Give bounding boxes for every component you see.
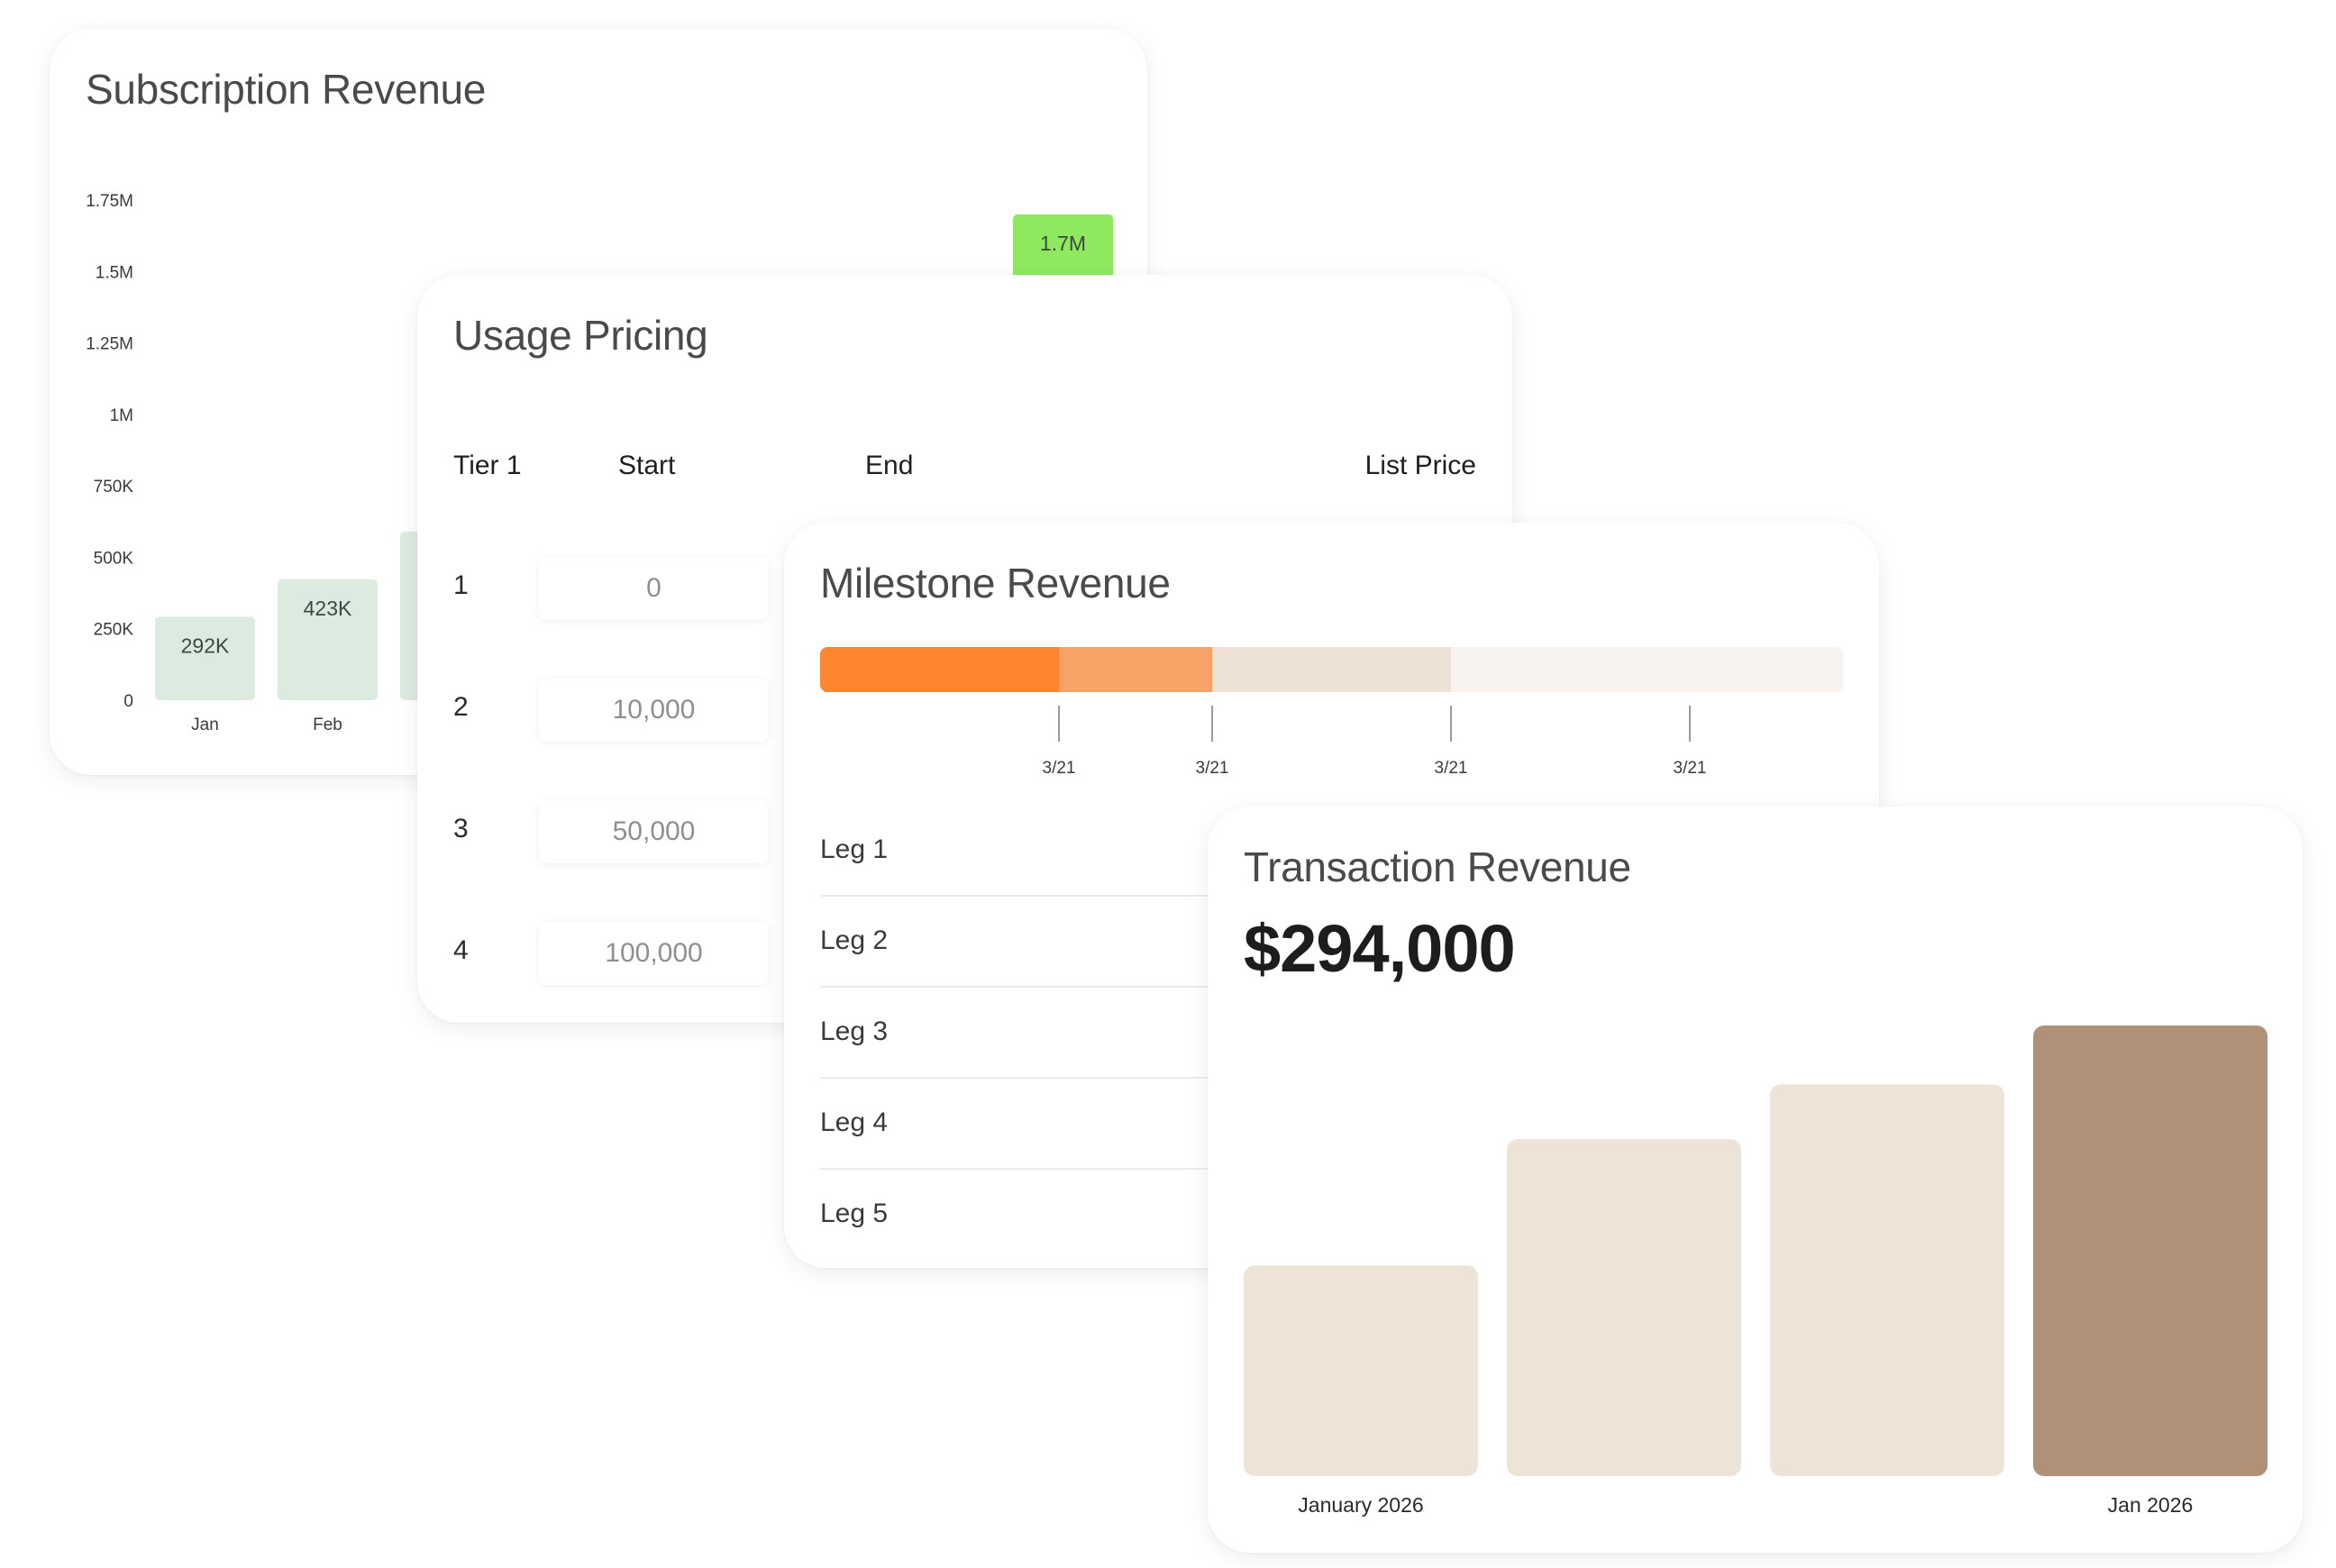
tier-start-input[interactable]: 0 xyxy=(539,557,769,620)
tier-start-input[interactable]: 10,000 xyxy=(539,679,769,742)
leg-label: Leg 5 xyxy=(820,1198,889,1228)
milestone-tick xyxy=(1689,706,1691,742)
milestone-progress-segment xyxy=(1451,647,1690,692)
header-tier: Tier 1 xyxy=(453,451,522,480)
y-axis-tick-label: 250K xyxy=(94,621,134,640)
x-axis-tick-label: Jan 2026 xyxy=(2108,1493,2194,1517)
tier-start-input[interactable]: 100,000 xyxy=(539,922,769,985)
x-axis-tick-label: Feb xyxy=(313,716,342,734)
milestone-tick xyxy=(1211,706,1213,742)
header-end: End xyxy=(865,451,914,480)
x-axis-tick-label: Jan xyxy=(191,716,219,734)
tier-number: 3 xyxy=(453,814,469,843)
milestone-tick-label: 3/21 xyxy=(1195,759,1229,778)
y-axis-tick-label: 1.25M xyxy=(86,335,133,354)
y-axis-tick-label: 1.75M xyxy=(86,192,133,211)
x-axis-tick-label: January 2026 xyxy=(1298,1493,1423,1517)
bar xyxy=(1244,1265,1478,1476)
milestone-progress-segment xyxy=(1059,647,1212,692)
transaction-revenue-card: Transaction Revenue $294,000 January 202… xyxy=(1208,807,2303,1553)
bar xyxy=(1770,1084,2004,1476)
milestone-progress-segment xyxy=(1690,647,1843,692)
leg-label: Leg 2 xyxy=(820,925,889,955)
bar xyxy=(1507,1139,1741,1476)
milestone-tick-label: 3/21 xyxy=(1042,759,1076,778)
transaction-total: $294,000 xyxy=(1244,911,1516,986)
y-axis-tick-label: 0 xyxy=(123,692,133,711)
milestone-tick-label: 3/21 xyxy=(1434,759,1468,778)
milestone-progress-segment xyxy=(1212,647,1451,692)
y-axis-tick-label: 750K xyxy=(94,478,134,497)
y-axis-tick-label: 500K xyxy=(94,549,134,568)
y-axis-tick-label: 1.5M xyxy=(96,263,133,282)
milestone-tick xyxy=(1058,706,1060,742)
milestone-tick-label: 3/21 xyxy=(1673,759,1707,778)
tier-number: 2 xyxy=(453,692,469,722)
bar-data-label: 292K xyxy=(181,634,230,657)
leg-label: Leg 4 xyxy=(820,1107,889,1137)
milestone-title: Milestone Revenue xyxy=(820,560,1171,606)
header-list-price: List Price xyxy=(1364,451,1476,480)
milestone-tick xyxy=(1450,706,1452,742)
tier-number: 1 xyxy=(453,570,469,600)
subscription-title: Subscription Revenue xyxy=(86,66,487,113)
bar-data-label: 423K xyxy=(304,597,352,620)
leg-label: Leg 1 xyxy=(820,834,889,864)
leg-row[interactable]: Leg 5 xyxy=(820,1168,1843,1259)
bar xyxy=(278,579,378,700)
bar-data-label: 1.7M xyxy=(1040,232,1086,255)
y-axis-tick-label: 1M xyxy=(110,406,133,425)
bar xyxy=(2033,1026,2268,1476)
transaction-revenue-chart: January 2026 Jan 2026 xyxy=(1244,1026,2268,1517)
bar xyxy=(155,616,255,700)
header-start: Start xyxy=(618,451,676,480)
tier-number: 4 xyxy=(453,935,469,965)
milestone-progress-segment xyxy=(820,647,1059,692)
transaction-title: Transaction Revenue xyxy=(1244,843,1631,890)
leg-label: Leg 3 xyxy=(820,1016,889,1046)
tier-start-input[interactable]: 50,000 xyxy=(539,800,769,863)
usage-title: Usage Pricing xyxy=(453,312,708,359)
